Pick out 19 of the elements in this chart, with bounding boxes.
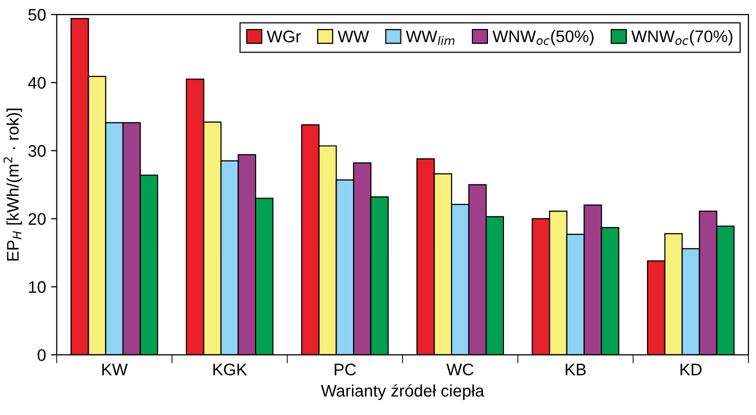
legend-label: WGr (266, 30, 301, 42)
x-axis-title: Warianty źródeł ciepła (320, 384, 484, 400)
x-tick-label: WC (446, 364, 474, 376)
legend-label: WW (338, 30, 370, 42)
y-tick-label: 0 (38, 349, 46, 362)
x-tick-label: KW (102, 364, 128, 376)
x-tick-label: KGK (213, 364, 248, 376)
y-tick-label: 50 (28, 8, 46, 21)
legend-label: WNW$_{oc}$(70%) (631, 30, 732, 46)
x-tick-label: PC (334, 364, 356, 376)
x-tick-label: KB (566, 364, 586, 376)
y-tick-label: 20 (28, 213, 46, 225)
y-tick-label: 10 (29, 281, 46, 293)
legend-label: WW$_{lim}$ (406, 30, 454, 45)
x-tick-label: KD (680, 364, 702, 376)
y-tick-label: 40 (28, 76, 46, 89)
legend-label: WNW$_{oc}$(50%) (492, 30, 594, 46)
y-tick-label: 30 (28, 145, 46, 157)
y-axis-title: EP$_{H}$ [kWh/(m$^{2}$ · rok)] (4, 108, 22, 261)
